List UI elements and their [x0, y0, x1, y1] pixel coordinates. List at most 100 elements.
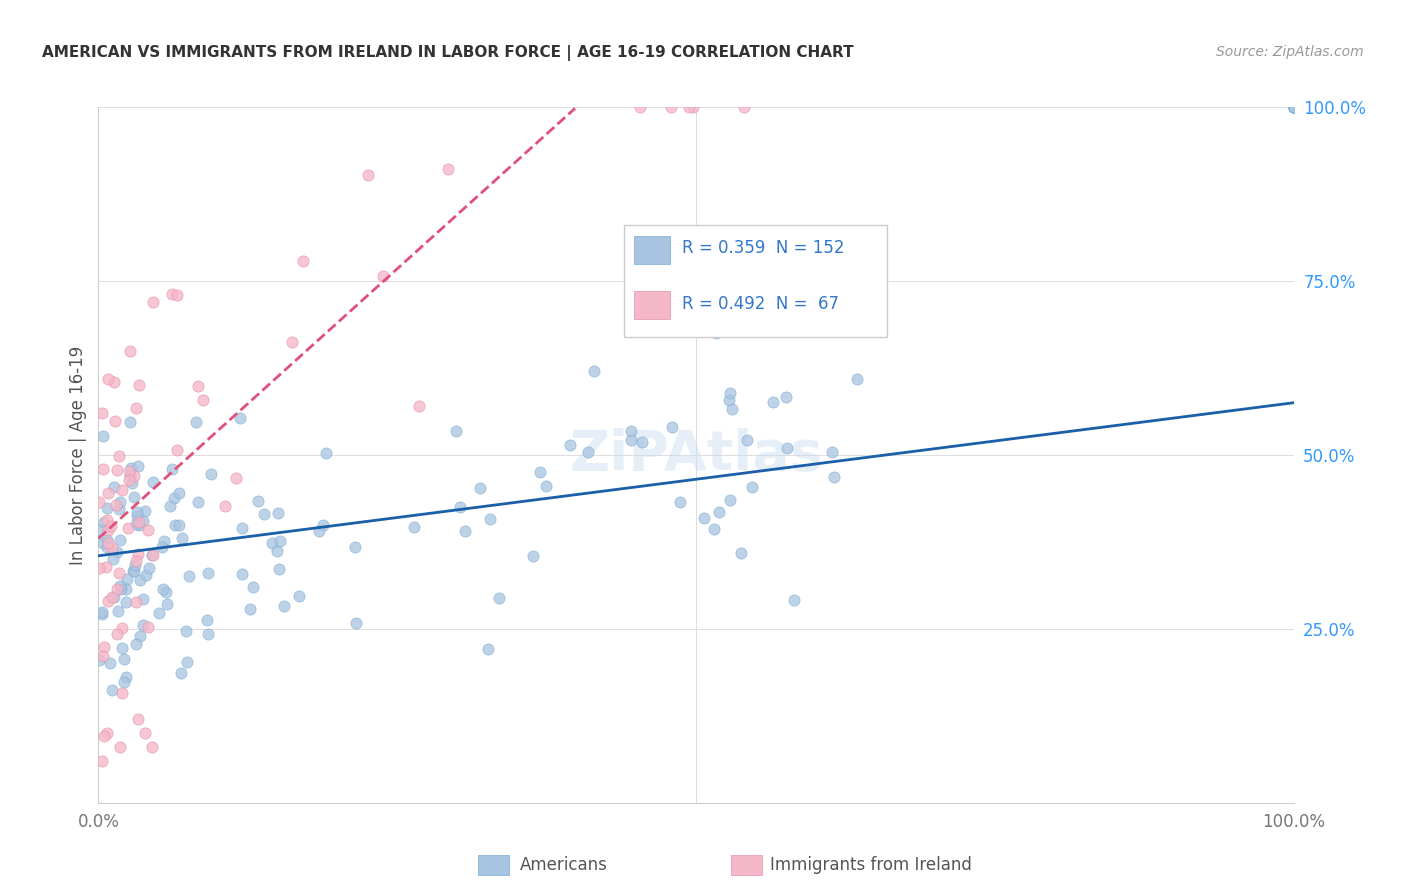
Point [100, 590, 122, 604]
Point [162, 462, 184, 476]
Point [115, 595, 138, 609]
Point [96, 540, 118, 554]
Point [134, 726, 156, 740]
Point [107, 582, 129, 597]
Point [741, 480, 763, 494]
Point [692, 511, 714, 525]
Point [155, 585, 177, 599]
Point [776, 441, 799, 455]
Point [560, 438, 582, 452]
Point [124, 564, 146, 578]
Point [229, 411, 252, 425]
Point [576, 444, 599, 458]
Point [184, 415, 207, 429]
Point [1282, 100, 1305, 114]
Point [197, 627, 219, 641]
Point [174, 624, 197, 639]
Point [169, 517, 191, 532]
Point [582, 364, 605, 378]
Point [138, 561, 160, 575]
Point [281, 335, 304, 350]
Point [718, 392, 741, 407]
Point [187, 495, 209, 509]
Point [128, 517, 150, 532]
Point [444, 424, 467, 438]
Point [287, 589, 309, 603]
Point [89, 494, 111, 508]
Point [114, 652, 136, 666]
Point [125, 637, 148, 651]
Point [820, 444, 842, 458]
Point [678, 100, 700, 114]
Point [142, 548, 165, 562]
Point [132, 591, 155, 606]
Point [1282, 100, 1305, 114]
Point [108, 566, 131, 580]
Point [101, 541, 124, 555]
Point [97, 486, 120, 500]
Point [239, 601, 262, 615]
Point [101, 552, 124, 566]
Point [93, 640, 115, 655]
Point [120, 468, 142, 483]
Point [721, 402, 744, 417]
Point [97, 372, 120, 386]
Point [89, 524, 111, 538]
Point [195, 613, 218, 627]
Point [122, 565, 145, 579]
Point [266, 544, 288, 558]
Point [127, 712, 149, 726]
Point [1282, 100, 1305, 114]
Point [105, 499, 128, 513]
Point [124, 490, 146, 504]
Point [1282, 100, 1305, 114]
Point [200, 467, 222, 482]
Point [103, 375, 125, 389]
Point [231, 566, 253, 581]
Point [170, 665, 193, 680]
Point [704, 326, 727, 340]
Point [127, 547, 149, 561]
Point [628, 100, 651, 114]
Point [1282, 100, 1305, 114]
Point [1282, 100, 1305, 114]
Point [1282, 100, 1305, 114]
Point [346, 615, 368, 630]
Point [115, 670, 138, 684]
Point [120, 343, 142, 358]
Point [110, 533, 132, 547]
Point [96, 501, 118, 516]
Point [176, 655, 198, 669]
Point [187, 378, 209, 392]
Point [101, 682, 124, 697]
Point [124, 558, 146, 572]
Point [308, 524, 330, 538]
Point [110, 582, 132, 596]
Point [177, 569, 200, 583]
Point [718, 493, 741, 508]
Point [128, 378, 150, 392]
Point [111, 641, 134, 656]
Point [167, 485, 190, 500]
FancyBboxPatch shape [624, 226, 887, 336]
Point [112, 674, 135, 689]
Point [120, 460, 142, 475]
Point [96, 726, 118, 740]
Point [129, 629, 152, 643]
Point [152, 582, 174, 596]
Point [90, 605, 112, 619]
Point [253, 507, 276, 521]
Point [312, 518, 335, 533]
Point [103, 480, 125, 494]
Point [121, 476, 143, 491]
Point [90, 754, 112, 768]
Point [96, 560, 118, 574]
Point [108, 495, 131, 509]
Point [107, 501, 129, 516]
Point [103, 590, 125, 604]
Point [107, 604, 129, 618]
Point [127, 458, 149, 473]
Point [96, 533, 118, 548]
Text: Immigrants from Ireland: Immigrants from Ireland [770, 856, 973, 874]
Point [117, 520, 139, 534]
